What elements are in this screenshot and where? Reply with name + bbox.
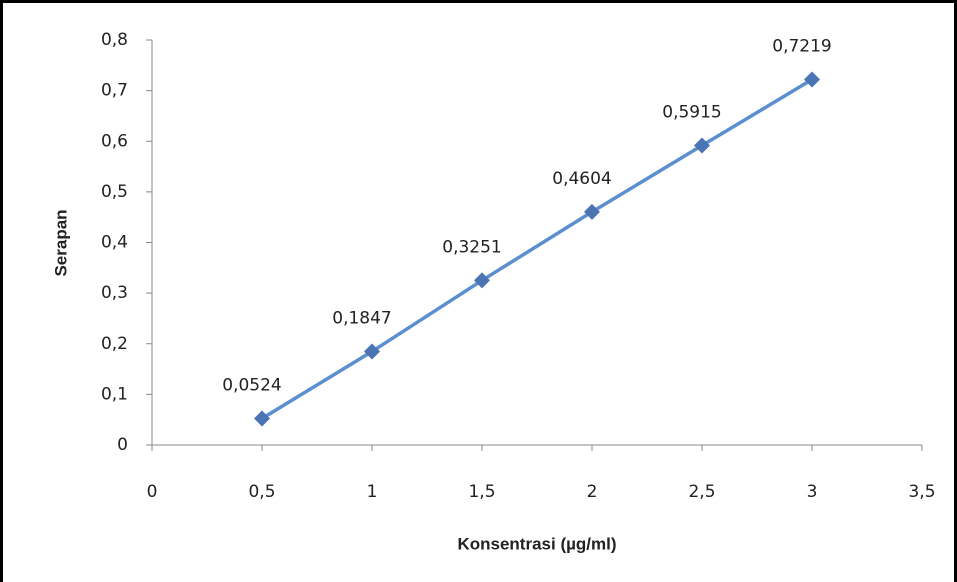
y-tick-label: 0,1 bbox=[101, 384, 128, 404]
data-label: 0,0524 bbox=[222, 375, 281, 395]
x-tick-label: 1,5 bbox=[468, 482, 495, 502]
x-tick-label: 0,5 bbox=[248, 482, 275, 502]
page: {"chart_data": {"type": "line", "x_label… bbox=[0, 0, 957, 582]
x-tick-label: 2 bbox=[587, 482, 598, 502]
x-tick-label: 3 bbox=[807, 482, 818, 502]
x-tick-label: 0 bbox=[147, 482, 158, 502]
y-tick-label: 0,6 bbox=[101, 131, 128, 151]
x-tick-label: 2,5 bbox=[688, 482, 715, 502]
marker bbox=[694, 138, 710, 154]
data-label: 0,5915 bbox=[662, 103, 721, 123]
x-axis-title: Konsentrasi (µg/ml) bbox=[457, 534, 616, 553]
y-tick-label: 0,7 bbox=[101, 81, 128, 101]
x-tick-label: 3,5 bbox=[908, 482, 935, 502]
marker bbox=[254, 410, 270, 426]
chart: Konsentrasi (µg/ml) Serapan 0 0,1 0,2 0,3 0,… bbox=[0, 0, 957, 582]
y-tick-label: 0,3 bbox=[101, 283, 128, 303]
y-tick-label: 0 bbox=[117, 435, 128, 455]
data-label: 0,3251 bbox=[442, 237, 501, 257]
y-tick-label: 0,5 bbox=[101, 182, 128, 202]
data-label: 0,4604 bbox=[552, 169, 611, 189]
y-tick-label: 0,8 bbox=[101, 30, 128, 50]
x-tick-label: 1 bbox=[367, 482, 378, 502]
marker bbox=[804, 72, 820, 88]
y-tick-label: 0,2 bbox=[101, 334, 128, 354]
y-axis-title: Serapan bbox=[51, 209, 70, 276]
y-tick-label: 0,4 bbox=[101, 233, 128, 253]
data-label: 0,7219 bbox=[772, 37, 831, 57]
data-label: 0,1847 bbox=[332, 308, 391, 328]
marker bbox=[584, 204, 600, 220]
series-line bbox=[262, 80, 812, 419]
